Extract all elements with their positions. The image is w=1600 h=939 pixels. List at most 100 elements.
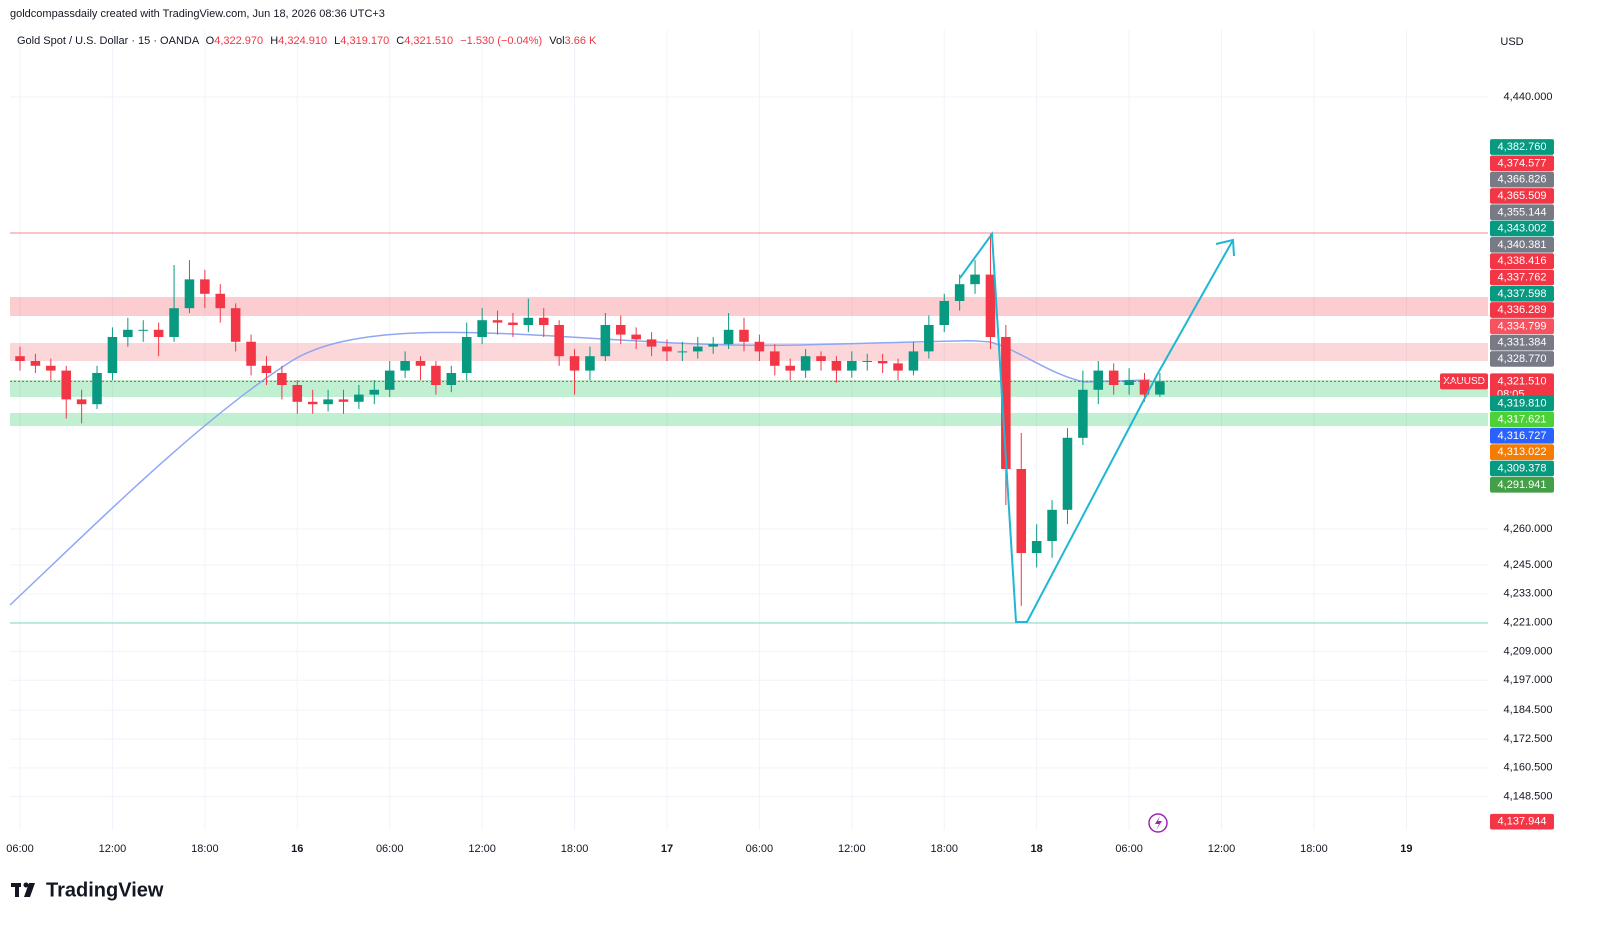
candle-body: [939, 300, 950, 325]
price-label: 4,337.598: [1498, 288, 1547, 300]
candle-body: [477, 320, 487, 337]
x-tick-label: 12:00: [99, 843, 127, 855]
candle-body: [816, 356, 826, 361]
x-tick-label: 12:00: [468, 843, 496, 855]
candles: [15, 233, 1165, 606]
volume-value: 3.66 K: [565, 35, 597, 47]
candle-body: [92, 372, 102, 405]
price-label-box: [1490, 444, 1554, 460]
brand-logo: TradingView: [11, 879, 164, 901]
candle-body: [662, 346, 672, 352]
ohlc-name: L: [334, 35, 340, 47]
ohlc-name: H: [270, 35, 278, 47]
candle-body: [893, 363, 903, 371]
candle-body: [369, 389, 380, 395]
candle-body: [708, 344, 718, 347]
candle-body: [107, 336, 118, 373]
resistance-zone: [10, 343, 1488, 361]
candle-body: [554, 324, 564, 357]
candle-body: [754, 341, 765, 352]
candle-body: [277, 372, 287, 385]
candle-body: [46, 365, 56, 371]
price-label: 4,291.941: [1498, 479, 1547, 491]
candle-body: [538, 317, 549, 325]
candle-body: [1062, 437, 1073, 510]
candle-body: [461, 336, 472, 373]
ohlc-value: 4,319.170: [340, 35, 389, 47]
x-tick-label: 18: [1031, 843, 1043, 855]
price-label: 4,137.944: [1498, 816, 1547, 828]
ohlc-name: O: [206, 35, 215, 47]
x-tick-label: 12:00: [838, 843, 866, 855]
x-tick-label: 18:00: [1300, 843, 1328, 855]
candle-body: [492, 320, 503, 323]
candle-body: [1001, 336, 1011, 470]
alert-bolt: [1155, 816, 1162, 830]
x-tick-label: 06:00: [376, 843, 404, 855]
price-label: 4,309.378: [1498, 462, 1547, 474]
candle-body: [15, 356, 25, 361]
price-label: 4,317.621: [1498, 414, 1547, 426]
price-label: 4,337.762: [1498, 271, 1547, 283]
candle-body: [169, 308, 179, 337]
price-label-box: [1490, 269, 1554, 286]
resistance-zone: [10, 297, 1488, 316]
price-label-box: [1490, 285, 1554, 302]
price-label-box: [1490, 302, 1554, 318]
x-tick-label: 16: [291, 843, 303, 855]
candle-body: [354, 394, 364, 402]
support-zone: [10, 380, 1488, 397]
candle-body: [908, 351, 919, 371]
candle-body: [261, 365, 272, 373]
candle-body: [153, 329, 164, 337]
price-label: 4,340.381: [1498, 239, 1547, 251]
candle-body: [30, 360, 41, 366]
price-label: 4,321.510: [1498, 375, 1547, 387]
price-label-box: [1490, 236, 1554, 253]
price-label: 4,336.289: [1498, 304, 1547, 316]
candle-body: [384, 370, 395, 390]
candle-body: [1016, 469, 1027, 554]
y-tick-label: 4,440.000: [1504, 91, 1553, 103]
moving-average: [9, 331, 1151, 606]
price-label: 4,313.022: [1498, 446, 1547, 458]
candle-body: [862, 360, 872, 362]
price-label: 4,374.577: [1498, 157, 1547, 169]
price-labels: 4,382.760 4,374.577 4,366.826 4,365.509 4,35…: [1440, 139, 1554, 830]
candle-body: [770, 351, 780, 366]
price-label-box: [1490, 373, 1554, 401]
candle-body: [924, 324, 934, 352]
candle-body: [446, 372, 457, 385]
candle-body: [677, 351, 688, 353]
price-label-box: [1490, 318, 1554, 335]
price-label-box: [1490, 395, 1554, 412]
price-label: 4,319.810: [1498, 397, 1547, 409]
candle-body: [847, 360, 857, 371]
symbol-title: Gold Spot / U.S. Dollar · 15 · OANDA: [17, 35, 200, 47]
x-tick-label: 06:00: [6, 843, 34, 855]
currency: USD: [1500, 36, 1523, 48]
logo-shape: [23, 882, 29, 888]
candle-body: [646, 339, 657, 347]
y-tick-label: 4,160.500: [1504, 762, 1553, 774]
x-tick-label: 19: [1400, 843, 1412, 855]
price-label-box: [1490, 334, 1554, 351]
candle-body: [76, 399, 87, 405]
candle-body: [970, 274, 980, 285]
candle-body: [800, 356, 811, 371]
candle-body: [338, 399, 349, 402]
support-zone: [10, 413, 1488, 426]
grid: [10, 30, 1488, 830]
x-tick-label: 18:00: [930, 843, 958, 855]
y-tick-label: 4,245.000: [1504, 559, 1553, 571]
candle-body: [184, 279, 195, 309]
projection-arrow: [959, 231, 1234, 623]
candle-body: [569, 356, 580, 371]
ohlc-value: 4,321.510: [404, 35, 453, 47]
alert-icon[interactable]: [1148, 813, 1168, 833]
y-tick-label: 4,184.500: [1504, 704, 1553, 716]
price-label: 4,382.760: [1498, 141, 1547, 153]
candle-body: [1031, 541, 1042, 554]
